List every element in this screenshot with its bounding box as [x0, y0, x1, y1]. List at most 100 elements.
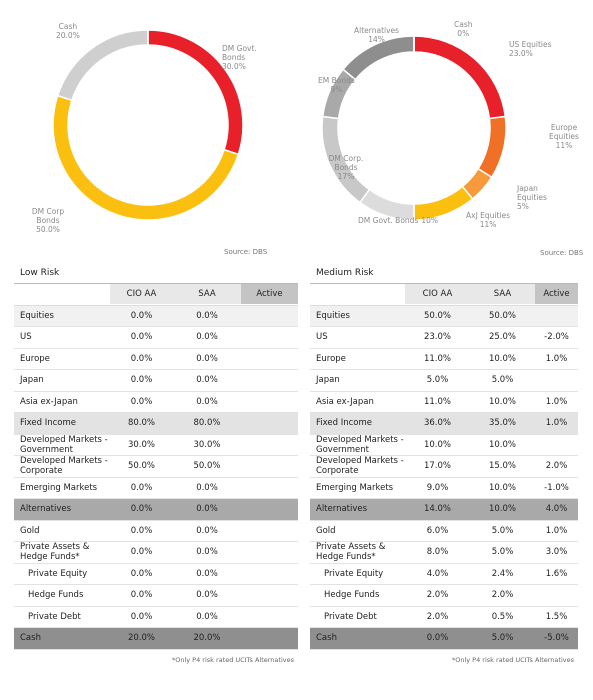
segment-label: AxJ Equities 11% — [466, 211, 510, 229]
label-cell: Emerging Markets — [20, 482, 98, 493]
segment-label: DM Govt. Bonds 10% — [358, 216, 438, 225]
label-cell: Asia ex-Japan — [316, 396, 374, 407]
source-note: Source: DBS — [224, 248, 268, 256]
value-cell: 0.0% — [196, 525, 218, 536]
label-cell: Asia ex-Japan — [20, 396, 78, 407]
value-cell: 20.0% — [127, 633, 155, 644]
value-cell: 50.0% — [488, 310, 516, 321]
sub-row: Private Debt 0.0% 0.0% — [14, 607, 298, 628]
value-cell: 8.0% — [426, 547, 449, 558]
section-row: Alternatives 14.0% 10.0% 4.0% — [310, 499, 578, 521]
data-row: Emerging Markets 9.0% 10.0% -1.0% — [310, 478, 578, 499]
section-row: Fixed Income 36.0% 35.0% 1.0% — [310, 413, 578, 435]
segment-value: 5% — [517, 202, 529, 211]
value-cell: 0.0% — [130, 547, 153, 558]
segment-value: 14% — [368, 35, 385, 44]
column-header: CIO AA — [405, 284, 470, 305]
value-cell: 3.0% — [545, 547, 568, 558]
column-header: Active — [535, 284, 578, 305]
segment-value: 50.0% — [36, 225, 60, 234]
label-cell: Private Assets & Hedge Funds* — [20, 542, 90, 563]
value-cell: 50.0% — [193, 461, 221, 472]
segment-name: AxJ Equities — [466, 211, 511, 220]
segment-value: 11% — [555, 141, 573, 150]
segment-label: EM Bonds 9% — [318, 76, 355, 94]
sub-row: Hedge Funds 2.0% 2.0% — [310, 585, 578, 607]
value-cell: 0.0% — [130, 568, 153, 579]
section-row: Equities 50.0% 50.0% — [310, 305, 578, 327]
segment-value: 17% — [337, 172, 355, 181]
value-cell: 14.0% — [423, 504, 451, 515]
label-cell: Gold — [316, 525, 336, 536]
segment-label: Cash 20.0% — [56, 22, 80, 40]
footnote: *Only P4 risk rated UCITs Alternatives — [171, 655, 294, 664]
value-cell: 10.0% — [488, 439, 516, 450]
segment-name: Cash — [454, 20, 473, 29]
segment-name: DM Corp Bonds — [31, 207, 65, 225]
data-row: Europe 11.0% 10.0% 1.0% — [310, 349, 578, 370]
value-cell: 0.0% — [130, 310, 153, 321]
segment-label: US Equities 23.0% — [509, 40, 552, 58]
value-cell: 50.0% — [423, 310, 451, 321]
data-row: Developed Markets - Government 10.0% 10.0% — [310, 435, 578, 456]
segment-label: Cash 0% — [454, 20, 473, 38]
column-header: Active — [241, 284, 298, 305]
value-cell: 6.0% — [426, 525, 449, 536]
label-cell: Alternatives — [316, 504, 368, 515]
label-cell: US — [20, 332, 32, 343]
data-row: US 0.0% 0.0% — [14, 327, 298, 349]
value-cell: 0.0% — [196, 353, 218, 364]
value-cell: 0.0% — [196, 375, 218, 386]
label-cell: Cash — [20, 633, 41, 644]
label-cell: Private Equity — [28, 568, 88, 579]
label-cell: Alternatives — [20, 504, 72, 515]
label-cell: Hedge Funds — [324, 590, 380, 601]
segment-name: EM Bonds — [318, 76, 355, 85]
value-cell: -5.0% — [544, 633, 569, 644]
column-header: SAA — [173, 284, 241, 305]
value-cell: 1.5% — [545, 611, 568, 622]
value-cell: 4.0% — [545, 504, 568, 515]
label-cell: US — [316, 332, 328, 343]
label-cell: Cash — [316, 633, 337, 644]
value-cell: 2.0% — [426, 590, 449, 601]
donut-segment — [477, 115, 507, 179]
label-cell: Fixed Income — [316, 418, 373, 429]
value-cell: 1.0% — [545, 418, 568, 429]
value-cell: 30.0% — [127, 439, 155, 450]
value-cell: 11.0% — [423, 353, 451, 364]
data-row: Japan 0.0% 0.0% — [14, 370, 298, 392]
label-cell: Gold — [20, 525, 40, 536]
segment-name: Europe Equities — [549, 123, 579, 141]
value-cell: 10.0% — [423, 439, 451, 450]
segment-label: DM Corp Bonds 50.0% — [22, 207, 74, 234]
data-row: Developed Markets - Government 30.0% 30.0% — [14, 435, 298, 456]
data-row: Developed Markets - Corporate 50.0% 50.0% — [14, 456, 298, 478]
value-cell: 50.0% — [127, 461, 155, 472]
data-row: Developed Markets - Corporate 17.0% 15.0% 2… — [310, 456, 578, 478]
label-cell: Developed Markets - Corporate — [316, 456, 404, 477]
value-cell: 0.0% — [196, 568, 218, 579]
donut-segment — [413, 35, 507, 120]
table-title: Low Risk — [14, 264, 298, 284]
value-cell: 1.0% — [545, 525, 568, 536]
donut-charts — [52, 29, 507, 221]
value-cell: 0.0% — [130, 482, 153, 493]
data-row: Asia ex-Japan 11.0% 10.0% 1.0% — [310, 392, 578, 413]
value-cell: 80.0% — [193, 418, 221, 429]
value-cell: 1.0% — [545, 396, 568, 407]
segment-value: 10% — [421, 216, 439, 225]
allocation-table: Medium Risk CIO AA SAA Active Equities 50.0% 5… — [310, 264, 578, 664]
segment-value: 23.0% — [509, 49, 533, 58]
value-cell: 2.4% — [491, 568, 514, 579]
label-cell: Developed Markets - Corporate — [20, 456, 108, 477]
value-cell: 0.0% — [426, 633, 449, 644]
value-cell: 35.0% — [488, 418, 516, 429]
data-row: Gold 6.0% 5.0% 1.0% — [310, 521, 578, 542]
value-cell: 0.0% — [196, 332, 218, 343]
segment-name: Japan Equities — [517, 184, 547, 202]
value-cell: 20.0% — [193, 633, 221, 644]
data-row: Japan 5.0% 5.0% — [310, 370, 578, 392]
source-note: Source: DBS — [540, 249, 584, 257]
